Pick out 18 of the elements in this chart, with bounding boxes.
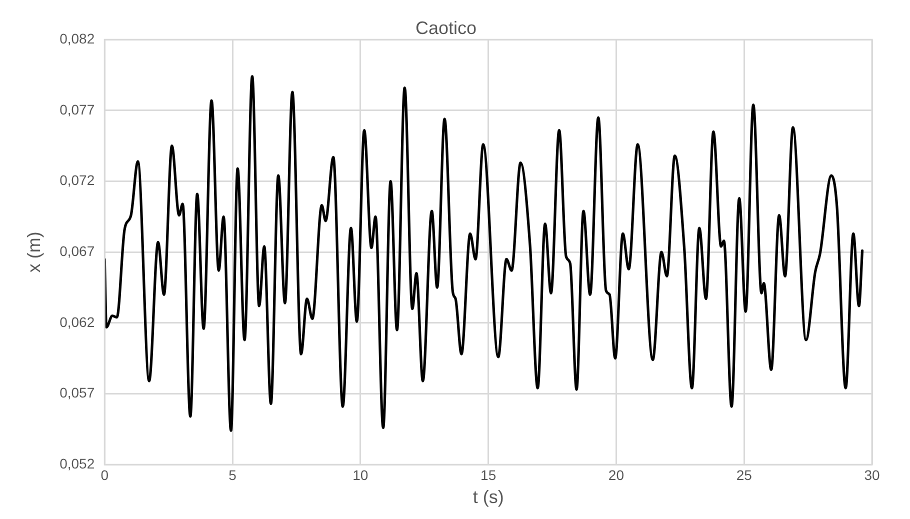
y-axis-title: x (m) — [24, 232, 44, 273]
y-tick-label: 0,052 — [60, 455, 95, 472]
x-tick-label: 0 — [100, 466, 109, 483]
x-tick-label: 5 — [228, 466, 237, 483]
x-axis-title: t (s) — [472, 487, 504, 508]
y-tick-label: 0,082 — [60, 30, 95, 46]
y-tick-label: 0,077 — [60, 101, 95, 118]
y-tick-label: 0,072 — [60, 172, 95, 188]
x-tick-label: 30 — [864, 466, 880, 483]
y-tick-label: 0,067 — [60, 242, 95, 259]
chart-title: Caotico — [415, 18, 477, 38]
x-tick-label: 10 — [352, 466, 368, 483]
x-tick-label: 20 — [608, 466, 624, 483]
line-series — [104, 75, 864, 432]
x-tick-label: 15 — [480, 466, 496, 483]
y-tick-label: 0,062 — [60, 314, 95, 330]
y-tick-label: 0,057 — [60, 384, 95, 401]
x-tick-label: 25 — [736, 466, 752, 483]
